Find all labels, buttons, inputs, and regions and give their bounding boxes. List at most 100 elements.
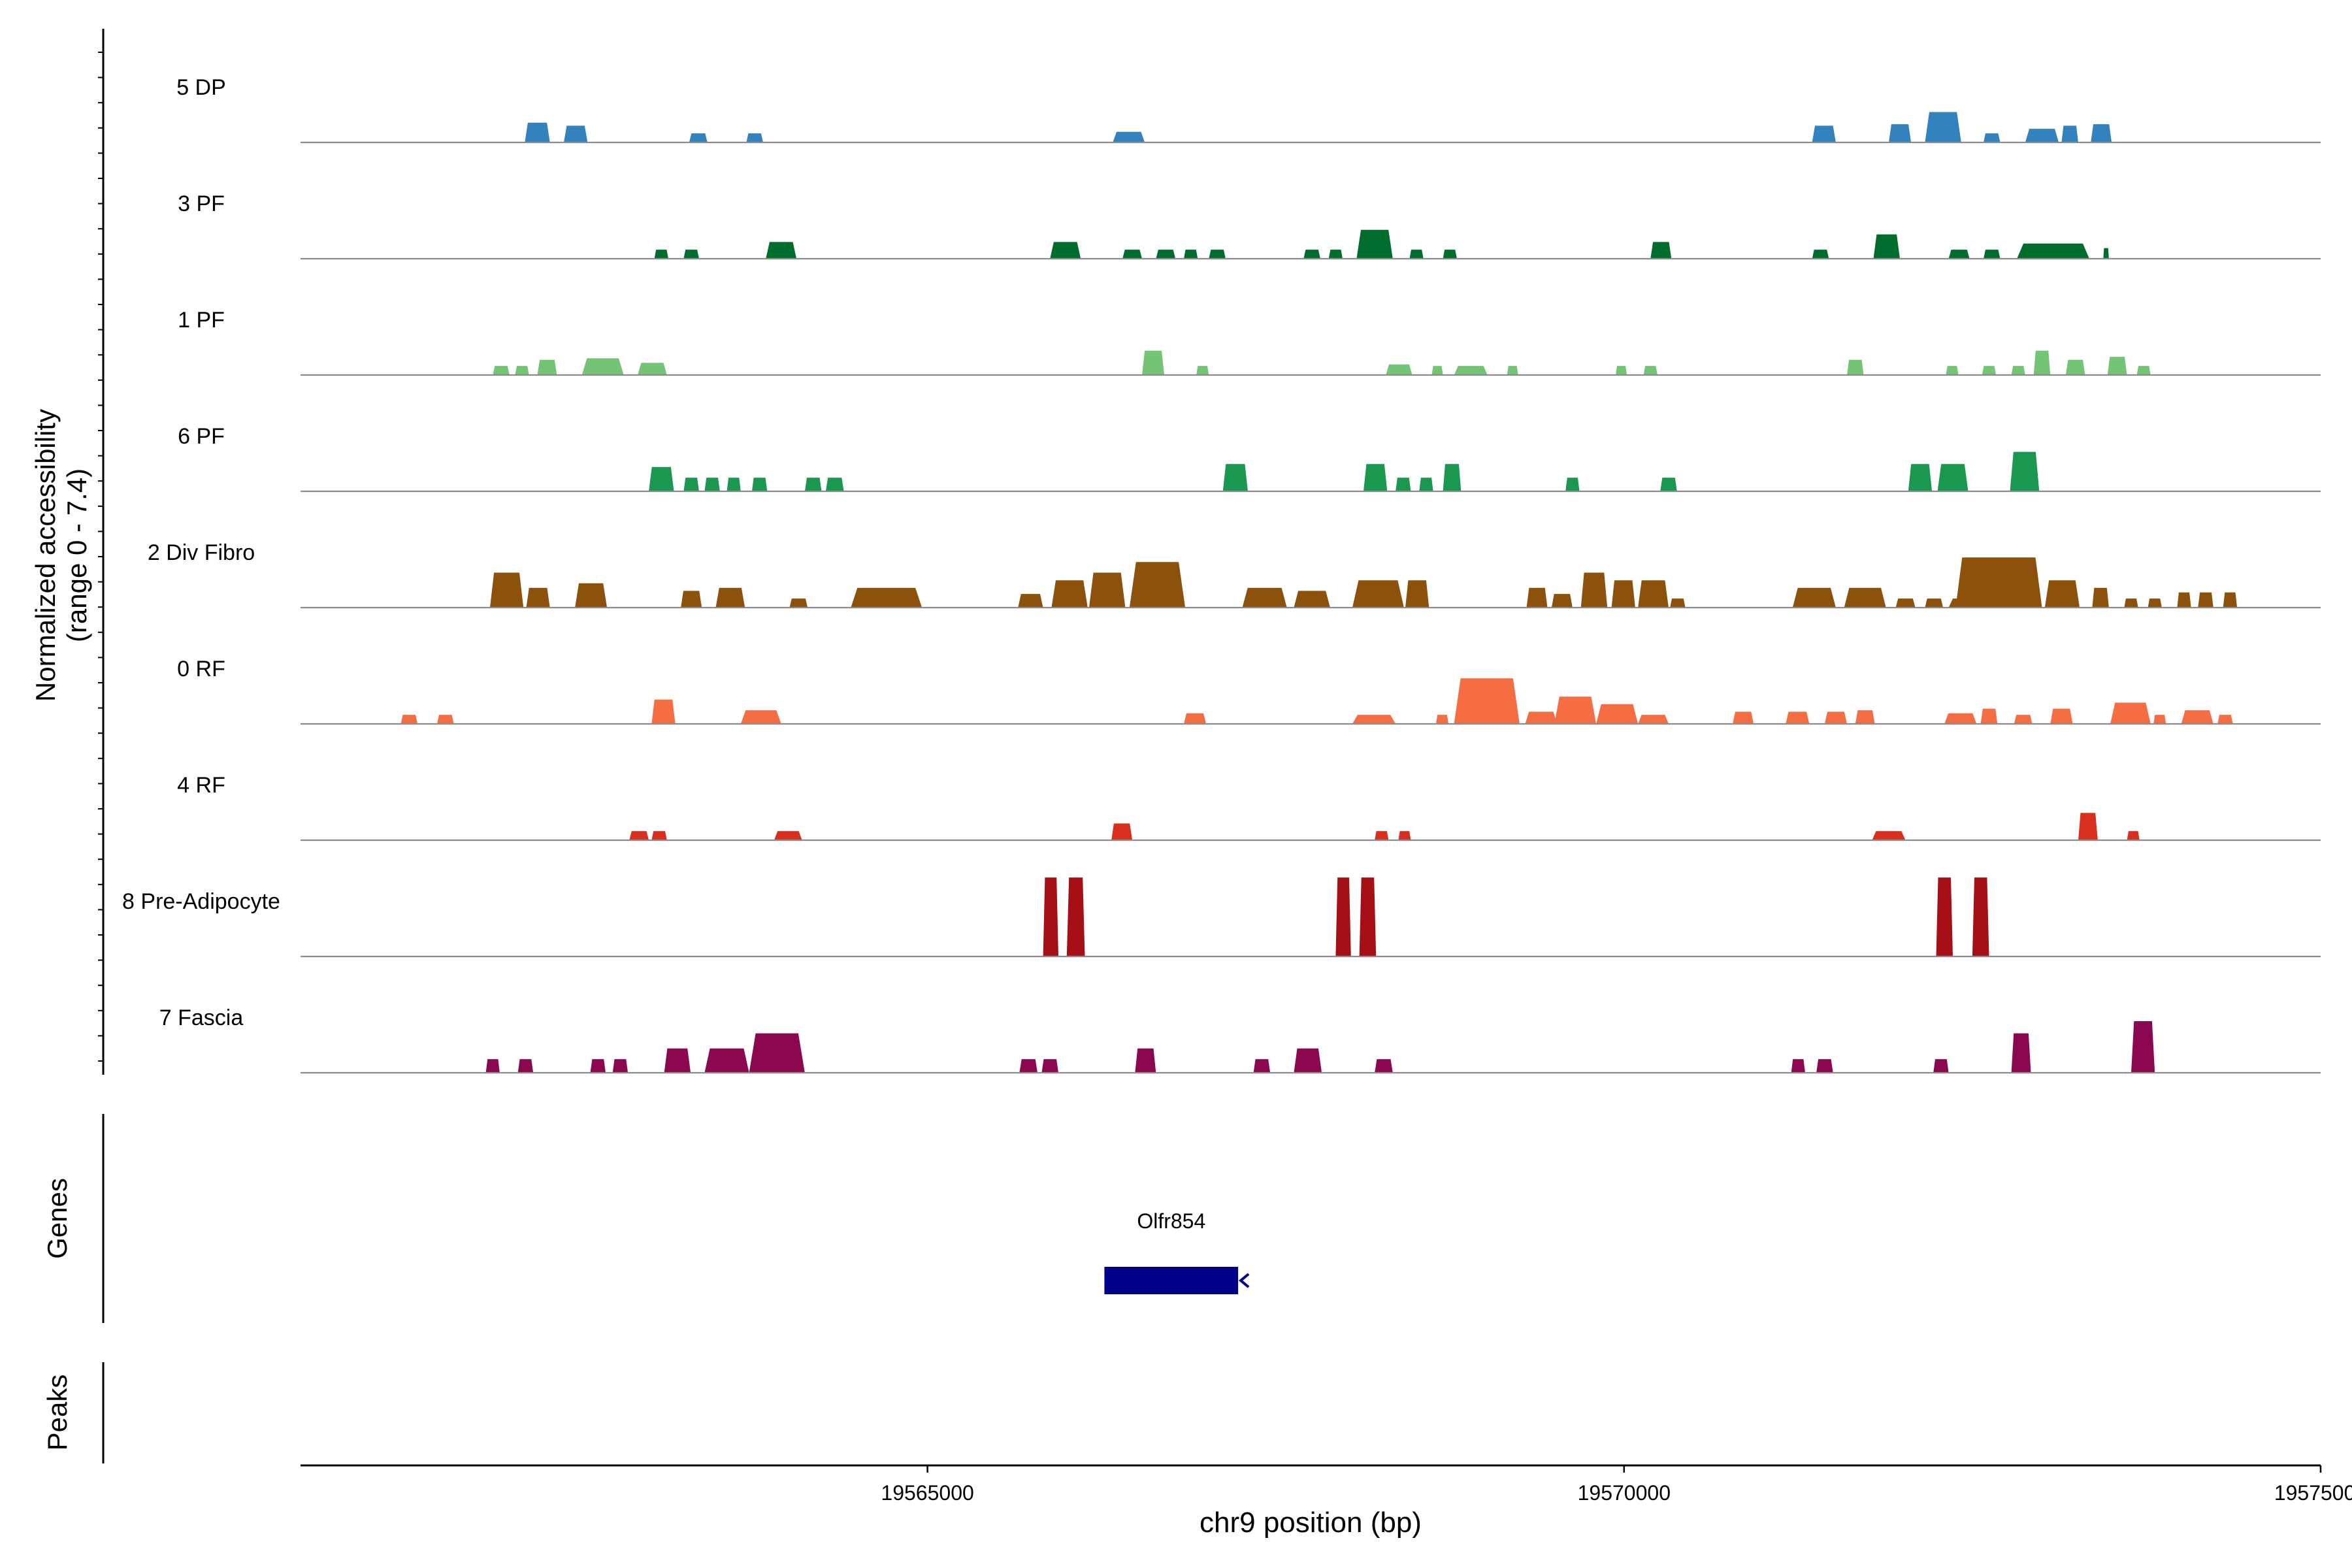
coverage-peak bbox=[564, 125, 588, 142]
x-tick-label: 19575000 bbox=[2274, 1481, 2352, 1505]
coverage-peak bbox=[590, 1059, 606, 1073]
coverage-peak bbox=[1294, 1048, 1322, 1073]
x-tick-label: 19570000 bbox=[1578, 1481, 1671, 1505]
coverage-peak bbox=[1660, 478, 1677, 491]
genes-panel-title: Genes bbox=[42, 1178, 73, 1259]
coverage-peak bbox=[2198, 592, 2213, 608]
track-4: 2 Div Fibro bbox=[148, 540, 2321, 609]
coverage-peak bbox=[789, 598, 808, 608]
coverage-peak bbox=[629, 831, 649, 840]
coverage-peak bbox=[1184, 250, 1198, 259]
coverage-peak bbox=[1041, 1059, 1058, 1073]
coverage-peak bbox=[715, 587, 745, 608]
coverage-peak bbox=[1356, 229, 1393, 259]
track-7: 8 Pre-Adipocyte bbox=[122, 877, 2321, 958]
coverage-peak bbox=[1386, 364, 1413, 375]
coverage-peak bbox=[751, 478, 768, 491]
coverage-peak bbox=[1405, 580, 1429, 608]
coverage-peak bbox=[1844, 587, 1886, 608]
coverage-peak bbox=[704, 1048, 749, 1073]
coverage-peak bbox=[1925, 598, 1944, 608]
coverage-peak bbox=[2148, 598, 2162, 608]
coverage-peak bbox=[1431, 366, 1443, 375]
coverage-peak bbox=[1816, 1059, 1833, 1073]
track-label: 6 PF bbox=[178, 424, 225, 449]
track-1: 3 PF bbox=[178, 191, 2321, 260]
coverage-peak bbox=[1791, 1059, 1805, 1073]
coverage-peak bbox=[493, 366, 510, 375]
coverage-peak bbox=[1375, 1059, 1393, 1073]
coverage-peak bbox=[1066, 877, 1085, 956]
coverage-peak bbox=[2025, 129, 2059, 142]
coverage-peak bbox=[485, 1059, 500, 1073]
coverage-peak bbox=[2044, 580, 2080, 608]
coverage-peak bbox=[2014, 715, 2033, 724]
coverage-peak bbox=[517, 1059, 534, 1073]
coverage-peak bbox=[1670, 598, 1686, 608]
track-label: 8 Pre-Adipocyte bbox=[122, 889, 280, 914]
coverage-peak bbox=[2017, 243, 2089, 259]
coverage-peak bbox=[1611, 580, 1635, 608]
coverage-peak bbox=[1398, 831, 1411, 840]
coverage-peak bbox=[1889, 124, 1912, 142]
coverage-peak bbox=[681, 591, 702, 608]
coverage-peak bbox=[1948, 250, 1970, 259]
coverage-peak bbox=[704, 478, 720, 491]
coverage-peak bbox=[1937, 464, 1968, 491]
coverage-peak bbox=[1855, 710, 1875, 724]
x-tick-label: 19565000 bbox=[881, 1481, 973, 1505]
coverage-peak bbox=[1359, 877, 1377, 956]
coverage-peak bbox=[1242, 587, 1287, 608]
coverage-peak bbox=[1946, 366, 1959, 375]
coverage-peak bbox=[1352, 715, 1396, 724]
coverage-peak bbox=[490, 572, 524, 608]
coverage-peak bbox=[649, 466, 674, 491]
coverage-peak bbox=[804, 478, 822, 491]
coverage-peak bbox=[1872, 831, 1906, 840]
coverage-peak bbox=[1984, 250, 2001, 259]
coverage-peak bbox=[1364, 464, 1388, 491]
track-label: 7 Fascia bbox=[159, 1005, 244, 1030]
coverage-peak bbox=[1580, 572, 1608, 608]
track-2: 1 PF bbox=[178, 308, 2321, 376]
coverage-peak bbox=[2050, 708, 2073, 724]
track-5: 0 RF bbox=[177, 657, 2321, 725]
coverage-peak bbox=[654, 250, 668, 259]
coverage-peak bbox=[1982, 366, 1997, 375]
coverage-peak bbox=[2078, 813, 2098, 840]
coverage-peak bbox=[1955, 557, 2042, 608]
track-3: 6 PF bbox=[178, 424, 2321, 493]
coverage-peak bbox=[1050, 242, 1081, 259]
coverage-peak bbox=[1443, 250, 1457, 259]
coverage-peak bbox=[825, 478, 844, 491]
coverage-peak bbox=[1733, 711, 1754, 724]
coverage-peak bbox=[2124, 598, 2138, 608]
coverage-peak bbox=[2217, 715, 2233, 724]
coverage-peak bbox=[1980, 708, 1998, 724]
coverage-peak bbox=[1328, 250, 1343, 259]
coverage-peak bbox=[1847, 359, 1864, 375]
coverage-peak bbox=[1222, 464, 1248, 491]
track-label: 2 Div Fibro bbox=[148, 540, 255, 565]
coverage-peak bbox=[1113, 131, 1145, 142]
coverage-peak bbox=[1443, 464, 1462, 491]
coverage-peak bbox=[651, 699, 676, 724]
gene-body bbox=[1104, 1267, 1239, 1294]
coverage-peak bbox=[2011, 366, 2025, 375]
coverage-peak bbox=[1525, 711, 1558, 724]
coverage-peak bbox=[2103, 248, 2109, 259]
coverage-peak bbox=[525, 122, 550, 142]
coverage-peak bbox=[2011, 1033, 2031, 1073]
coverage-peak bbox=[683, 250, 699, 259]
coverage-peak bbox=[1812, 125, 1836, 142]
coverage-peak bbox=[1018, 594, 1043, 608]
coverage-peak bbox=[1209, 250, 1226, 259]
coverage-peak bbox=[2061, 125, 2078, 142]
coverage-peak bbox=[1375, 831, 1389, 840]
coverage-peak bbox=[1984, 133, 2001, 142]
track-6: 4 RF bbox=[177, 773, 2321, 841]
coverage-peak bbox=[1786, 711, 1810, 724]
coverage-peak bbox=[689, 133, 708, 142]
track-label: 5 DP bbox=[176, 75, 226, 100]
coverage-peak bbox=[1526, 587, 1548, 608]
